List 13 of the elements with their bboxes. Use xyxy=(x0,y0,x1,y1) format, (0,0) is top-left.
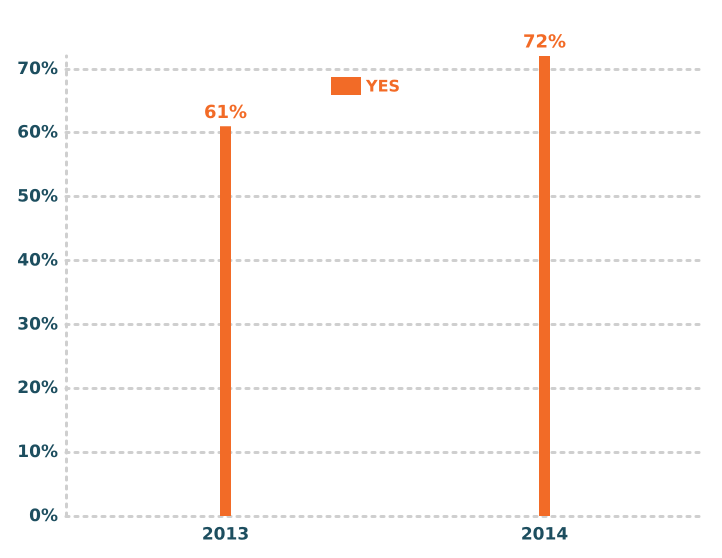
data-label: 72% xyxy=(522,32,566,52)
y-tick-label: 10% xyxy=(17,442,58,462)
y-tick-label: 50% xyxy=(17,186,58,207)
y-tick-label: 70% xyxy=(17,58,58,79)
y-tick-label: 40% xyxy=(17,250,58,270)
legend-label: YES xyxy=(365,76,400,96)
x-tick-label: 2014 xyxy=(520,524,568,544)
y-tick-label: 30% xyxy=(17,314,58,334)
y-tick-label: 60% xyxy=(17,122,58,143)
x-tick-label: 2013 xyxy=(202,524,250,544)
data-label: 61% xyxy=(204,102,248,123)
y-tick-label: 20% xyxy=(17,378,58,398)
y-tick-label: 0% xyxy=(29,506,58,526)
